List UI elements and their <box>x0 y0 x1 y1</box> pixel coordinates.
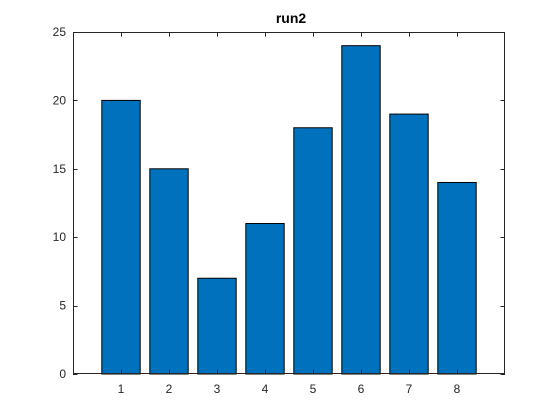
y-tick-label-0: 0 <box>59 367 66 381</box>
bar-2 <box>149 168 189 375</box>
x-tick-label-7: 7 <box>406 382 413 396</box>
bar-4 <box>245 223 285 375</box>
y-tick-label-5: 5 <box>59 299 66 313</box>
x-tick-label-4: 4 <box>262 382 269 396</box>
y-tick-label-25: 25 <box>53 25 67 39</box>
x-tick-label-1: 1 <box>118 382 125 396</box>
bar-7 <box>389 113 429 375</box>
chart-title: run2 <box>276 10 307 26</box>
x-tick-label-5: 5 <box>310 382 317 396</box>
y-tick-label-20: 20 <box>53 93 67 107</box>
y-tick-label-10: 10 <box>53 230 67 244</box>
y-tick-label-15: 15 <box>53 162 67 176</box>
x-tick-label-2: 2 <box>166 382 173 396</box>
axes-layer: 1 2 3 4 5 6 7 8 0 5 10 15 20 25 <box>53 25 505 396</box>
bar-8 <box>437 181 477 375</box>
bar-6 <box>341 45 381 375</box>
x-tick-label-3: 3 <box>214 382 221 396</box>
plot-area <box>73 32 505 374</box>
x-tick-label-8: 8 <box>454 382 461 396</box>
bar-5 <box>293 127 333 375</box>
bar-1 <box>101 99 141 375</box>
axes-box <box>73 32 505 374</box>
bars-layer <box>101 45 477 375</box>
x-tick-label-6: 6 <box>358 382 365 396</box>
bar-3 <box>197 277 237 375</box>
